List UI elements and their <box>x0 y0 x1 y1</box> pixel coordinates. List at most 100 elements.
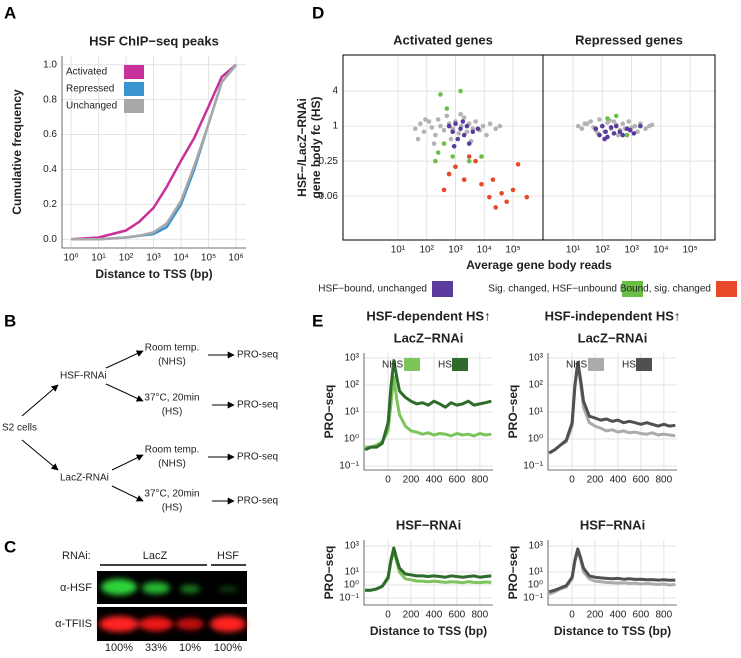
x-tick-label: 200 <box>403 610 420 621</box>
legend-label: Unchanged <box>66 101 117 112</box>
arrow <box>105 383 144 402</box>
point <box>499 190 504 196</box>
x-tick-label: 10³ <box>448 245 463 256</box>
point <box>510 187 516 193</box>
x-axis-label: Average gene body reads <box>466 258 612 272</box>
panel-label: B <box>4 311 16 330</box>
x-tick-label: 600 <box>633 610 650 621</box>
point <box>470 129 476 135</box>
x-tick-label: 0 <box>569 610 575 621</box>
x-tick-label: 10¹ <box>566 245 581 256</box>
x-tick-label: 600 <box>633 475 650 486</box>
series-line <box>548 547 676 594</box>
band <box>99 616 139 632</box>
x-tick-label: 10³ <box>146 253 161 264</box>
band <box>139 617 173 631</box>
point <box>635 129 640 135</box>
point <box>588 119 593 124</box>
axis-line <box>363 540 493 606</box>
x-tick-label: 10⁵ <box>505 245 520 256</box>
point <box>493 205 499 210</box>
facet-title: Activated genes <box>393 32 493 47</box>
point <box>450 129 456 135</box>
axis-line <box>363 353 493 471</box>
x-tick-label: 800 <box>655 610 672 621</box>
band <box>218 586 238 592</box>
legend-swatch <box>588 358 604 371</box>
result: PRO-seq <box>237 496 278 507</box>
condition: 37°C, 20min <box>144 393 199 404</box>
x-tick-label: 0 <box>385 475 391 486</box>
legend-label: HSF−bound, unchanged <box>318 284 427 295</box>
x-tick-label: 600 <box>449 610 466 621</box>
y-tick-label: 0.4 <box>43 164 57 175</box>
y-tick-label: 0.2 <box>43 199 57 210</box>
point <box>415 136 421 142</box>
x-tick-label: 400 <box>610 475 627 486</box>
point <box>479 154 484 159</box>
y-tick-label: 1.0 <box>43 59 57 70</box>
point <box>611 119 617 124</box>
point <box>423 117 428 122</box>
condition: Room temp. <box>145 343 199 354</box>
group-label: LacZ <box>143 550 168 562</box>
point <box>611 131 617 136</box>
series-line <box>70 63 237 241</box>
series-line <box>364 359 492 452</box>
x-tick-label: 10⁴ <box>653 245 668 256</box>
point <box>484 132 489 138</box>
lane-label: 10% <box>179 642 201 654</box>
y-axis-label: PRO−seq <box>506 385 520 439</box>
y-tick-label: 0.8 <box>43 94 57 105</box>
x-tick-label: 800 <box>655 475 672 486</box>
y-tick-label: 10⁻¹ <box>523 461 543 472</box>
point <box>632 123 638 129</box>
x-tick-label: 400 <box>426 610 443 621</box>
legend-swatch <box>124 82 144 96</box>
y-tick-label: 4 <box>332 86 338 97</box>
panel-label: E <box>312 311 323 330</box>
x-tick-label: 10² <box>419 245 434 256</box>
y-tick-label: 10¹ <box>529 567 544 578</box>
point <box>608 125 614 130</box>
bands <box>99 579 246 632</box>
legend-swatch <box>452 358 468 371</box>
point <box>631 131 637 136</box>
point <box>441 141 447 146</box>
point <box>458 126 463 132</box>
point <box>461 115 467 120</box>
point <box>466 154 472 159</box>
series-line <box>365 375 492 449</box>
legend-swatch <box>404 358 420 371</box>
point <box>461 132 467 138</box>
point <box>613 123 619 129</box>
legend-label: Repressed <box>66 84 114 95</box>
band <box>176 618 204 630</box>
point <box>460 119 466 124</box>
series-line <box>365 546 492 592</box>
legend-label: HS <box>438 360 452 371</box>
y-tick-label: 10⁻¹ <box>339 593 359 604</box>
x-axis-label: Distance to TSS (bp) <box>370 624 487 638</box>
point <box>418 121 423 126</box>
legend-label: Activated <box>66 67 107 78</box>
chart-subtitle: LacZ−RNAi <box>394 330 464 345</box>
condition: (NHS) <box>158 357 186 368</box>
legend-swatch <box>716 281 737 297</box>
point <box>426 119 432 124</box>
band <box>180 585 200 593</box>
axis-line <box>547 353 677 471</box>
point <box>473 158 478 164</box>
y-tick-label: 10⁰ <box>528 434 543 445</box>
point <box>597 132 602 138</box>
point <box>446 123 452 129</box>
point <box>582 121 587 126</box>
point <box>455 136 461 142</box>
y-axis-label: Cumulative frequency <box>10 89 24 215</box>
point <box>466 158 472 164</box>
condition: (HS) <box>162 503 183 514</box>
point <box>515 162 521 167</box>
chart-title: HSF-independent HS↑ <box>545 308 681 323</box>
y-tick-label: 10⁻¹ <box>523 593 543 604</box>
